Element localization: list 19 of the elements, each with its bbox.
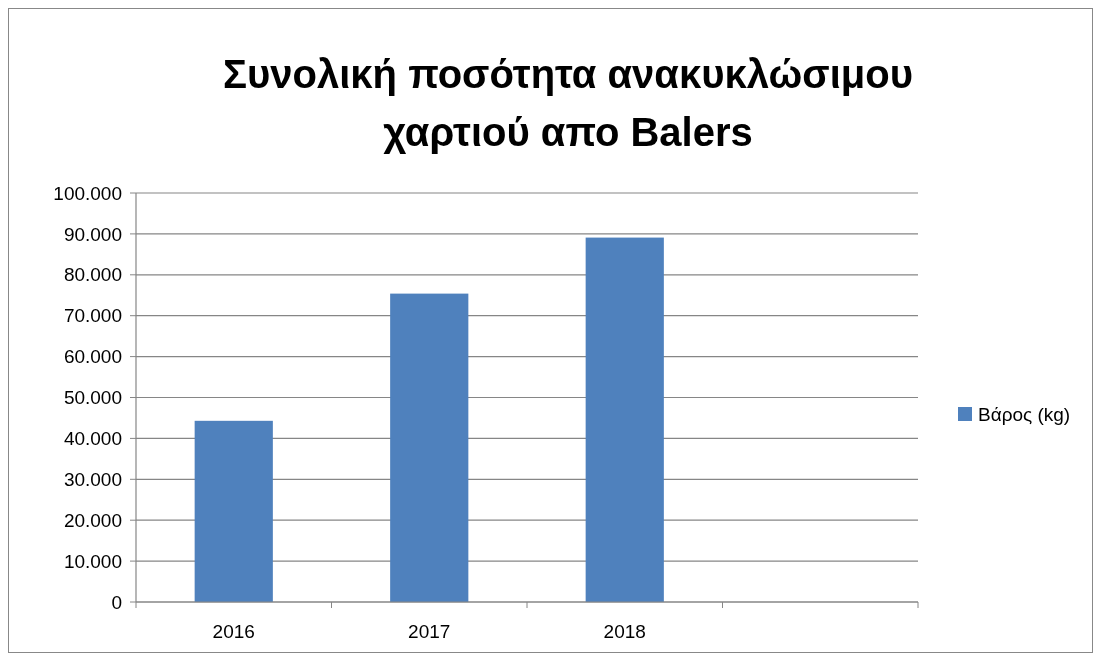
y-tick-label: 20.000 [63,509,122,531]
y-tick-label: 60.000 [63,346,122,368]
bar [585,237,664,602]
y-tick-label: 90.000 [63,223,122,245]
y-tick-label: 50.000 [63,387,122,409]
bar [194,420,273,602]
y-tick-label: 100.000 [53,182,122,204]
y-tick-label: 80.000 [63,264,122,286]
x-tick-label: 2016 [212,621,255,642]
y-tick-label: 70.000 [63,305,122,327]
y-tick-label: 0 [111,591,122,613]
y-tick-label: 40.000 [63,428,122,450]
y-tick-label: 10.000 [63,550,122,572]
y-tick-label: 30.000 [63,468,122,490]
bar [390,293,469,602]
x-tick-label: 2018 [603,621,646,642]
x-tick-label: 2017 [408,621,451,642]
chart-title: Συνολική ποσότητα ανακυκλώσιμου χαρτιού απο Balers [222,52,914,154]
legend-label: Βάρος (kg) [978,403,1071,425]
